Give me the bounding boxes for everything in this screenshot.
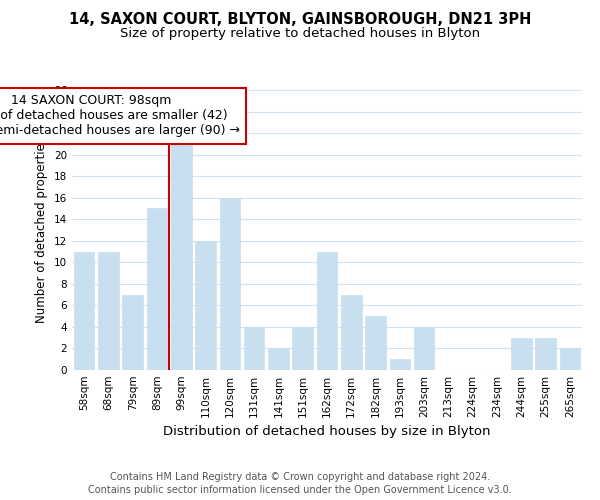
Bar — [389, 359, 410, 370]
Bar — [511, 338, 532, 370]
Bar — [195, 241, 216, 370]
Bar — [535, 338, 556, 370]
Bar — [414, 327, 434, 370]
Bar — [244, 327, 265, 370]
Bar — [220, 198, 240, 370]
Bar — [365, 316, 386, 370]
Text: Contains HM Land Registry data © Crown copyright and database right 2024.: Contains HM Land Registry data © Crown c… — [110, 472, 490, 482]
X-axis label: Distribution of detached houses by size in Blyton: Distribution of detached houses by size … — [163, 426, 491, 438]
Bar — [74, 252, 94, 370]
Bar — [317, 252, 337, 370]
Bar — [292, 327, 313, 370]
Bar — [122, 294, 143, 370]
Bar — [341, 294, 362, 370]
Y-axis label: Number of detached properties: Number of detached properties — [35, 137, 49, 323]
Bar — [98, 252, 119, 370]
Text: 14, SAXON COURT, BLYTON, GAINSBOROUGH, DN21 3PH: 14, SAXON COURT, BLYTON, GAINSBOROUGH, D… — [69, 12, 531, 28]
Text: 14 SAXON COURT: 98sqm
← 32% of detached houses are smaller (42)
68% of semi-deta: 14 SAXON COURT: 98sqm ← 32% of detached … — [0, 94, 240, 138]
Bar — [146, 208, 167, 370]
Text: Size of property relative to detached houses in Blyton: Size of property relative to detached ho… — [120, 28, 480, 40]
Bar — [560, 348, 580, 370]
Bar — [268, 348, 289, 370]
Text: Contains public sector information licensed under the Open Government Licence v3: Contains public sector information licen… — [88, 485, 512, 495]
Bar — [171, 133, 191, 370]
